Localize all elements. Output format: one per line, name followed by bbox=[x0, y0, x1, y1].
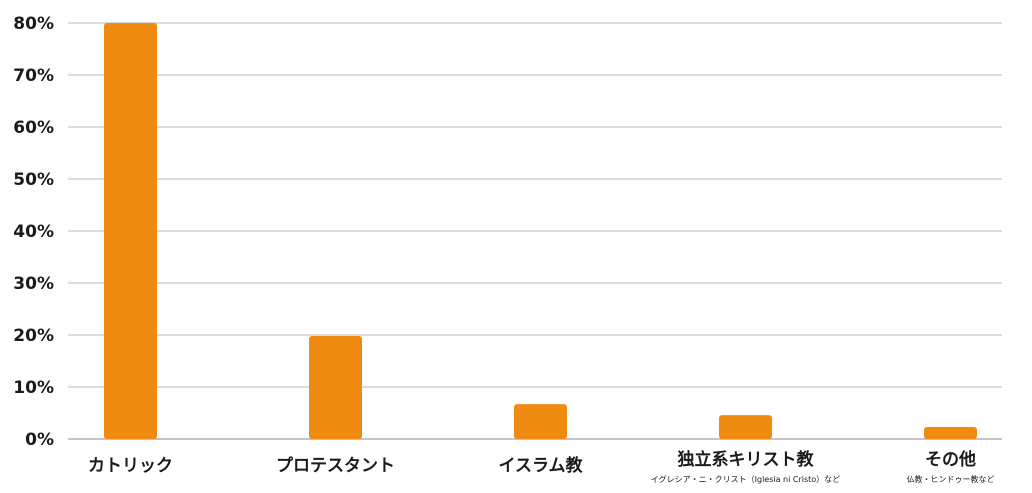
bar-0 bbox=[104, 23, 157, 439]
x-category-label: プロテスタント bbox=[276, 455, 395, 476]
x-category-note: 仏教・ヒンドゥー教など bbox=[907, 474, 995, 484]
y-tick-label: 60% bbox=[13, 118, 54, 138]
x-category-label: 独立系キリスト教 bbox=[678, 449, 815, 470]
bar-4 bbox=[924, 427, 977, 439]
x-axis-category-labels: カトリック プロテスタント イスラム教 独立系キリスト教イグレシア・ニ・クリスト（Ig… bbox=[88, 449, 995, 484]
grid-lines bbox=[68, 22, 1002, 440]
x-category-label: カトリック bbox=[88, 456, 173, 476]
x-category-label: イスラム教 bbox=[499, 455, 584, 476]
y-tick-label: 30% bbox=[13, 274, 54, 294]
y-axis-tick-labels: 0% 10% 20% 30% 40% 50% 60% 70% 80% bbox=[13, 14, 54, 450]
y-tick-label: 70% bbox=[13, 66, 54, 86]
y-tick-label: 10% bbox=[13, 378, 54, 398]
x-category-label: その他 bbox=[925, 449, 976, 470]
y-tick-label: 0% bbox=[25, 430, 54, 450]
y-tick-label: 50% bbox=[13, 170, 54, 190]
bar-2 bbox=[514, 404, 567, 439]
bars bbox=[104, 23, 977, 439]
y-tick-label: 80% bbox=[13, 14, 54, 34]
bar-3 bbox=[719, 415, 772, 439]
y-tick-label: 40% bbox=[13, 222, 54, 242]
bar-1 bbox=[309, 336, 362, 439]
x-category-note: イグレシア・ニ・クリスト（Iglesia ni Cristo）など bbox=[651, 474, 840, 484]
y-tick-label: 20% bbox=[13, 326, 54, 346]
